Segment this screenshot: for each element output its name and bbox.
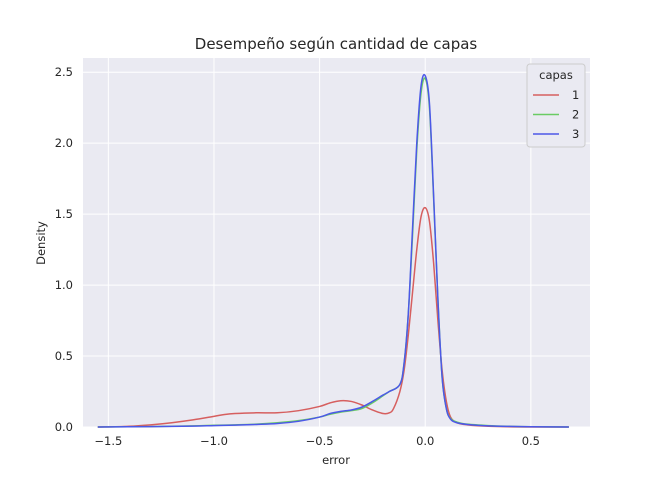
series-group — [97, 73, 569, 428]
legend-items: 1 2 3 — [533, 88, 579, 141]
x-tick-labels: −1.5 −1.0 −0.5 0.0 0.5 — [94, 434, 540, 448]
y-tick-label: 1.5 — [55, 207, 73, 221]
x-axis-label: error — [322, 453, 350, 467]
series-line-3 — [97, 73, 569, 428]
legend-label-1: 1 — [572, 88, 579, 102]
x-tick-label: 0.5 — [522, 434, 540, 448]
series-line-1 — [97, 206, 569, 428]
legend-box — [526, 63, 586, 148]
x-tick-label: −1.0 — [200, 434, 228, 448]
legend-title: capas — [539, 68, 573, 82]
x-tick-label: 0.0 — [416, 434, 434, 448]
y-tick-label: 2.0 — [55, 136, 73, 150]
legend: capas 1 2 3 — [526, 63, 586, 148]
y-tick-labels: 0.0 0.5 1.0 1.5 2.0 2.5 — [55, 65, 73, 434]
plot-background — [83, 58, 590, 427]
y-tick-label: 2.5 — [55, 65, 73, 79]
y-tick-label: 0.0 — [55, 420, 73, 434]
legend-label-2: 2 — [572, 108, 579, 122]
x-tick-label: −1.5 — [94, 434, 122, 448]
chart-title: Desempeño según cantidad de capas — [195, 35, 478, 53]
y-tick-label: 0.5 — [55, 349, 73, 363]
legend-label-3: 3 — [572, 127, 579, 141]
y-tick-label: 1.0 — [55, 278, 73, 292]
x-tick-label: −0.5 — [306, 434, 334, 448]
y-axis-label: Density — [34, 221, 48, 265]
